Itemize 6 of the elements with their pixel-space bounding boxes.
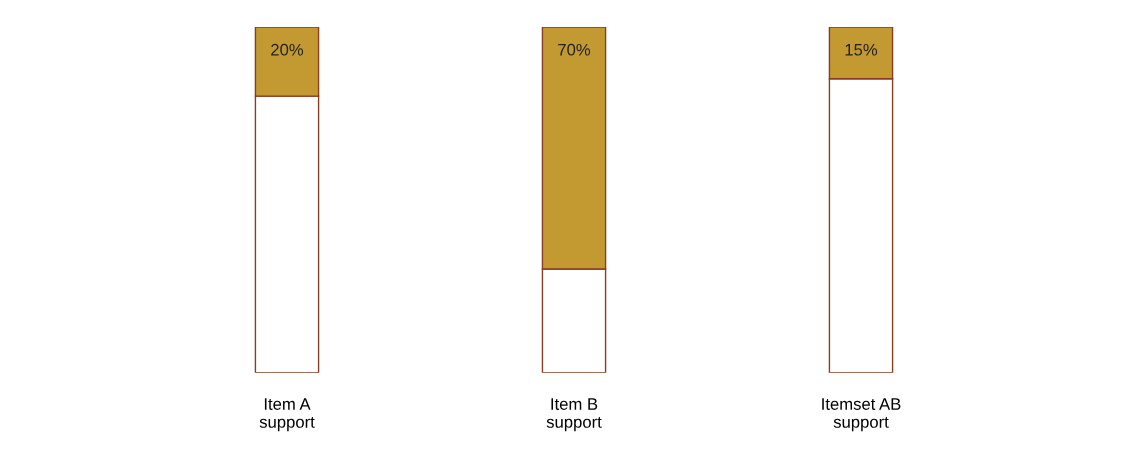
x-tick-label: Itemset AB support [822, 398, 901, 432]
data-label: 70% [558, 43, 591, 56]
data-label: 20% [271, 43, 304, 56]
x-tick-label: Item A support [259, 398, 315, 432]
x-tick-label: Item B support [546, 398, 602, 432]
data-label: 15% [845, 43, 878, 56]
